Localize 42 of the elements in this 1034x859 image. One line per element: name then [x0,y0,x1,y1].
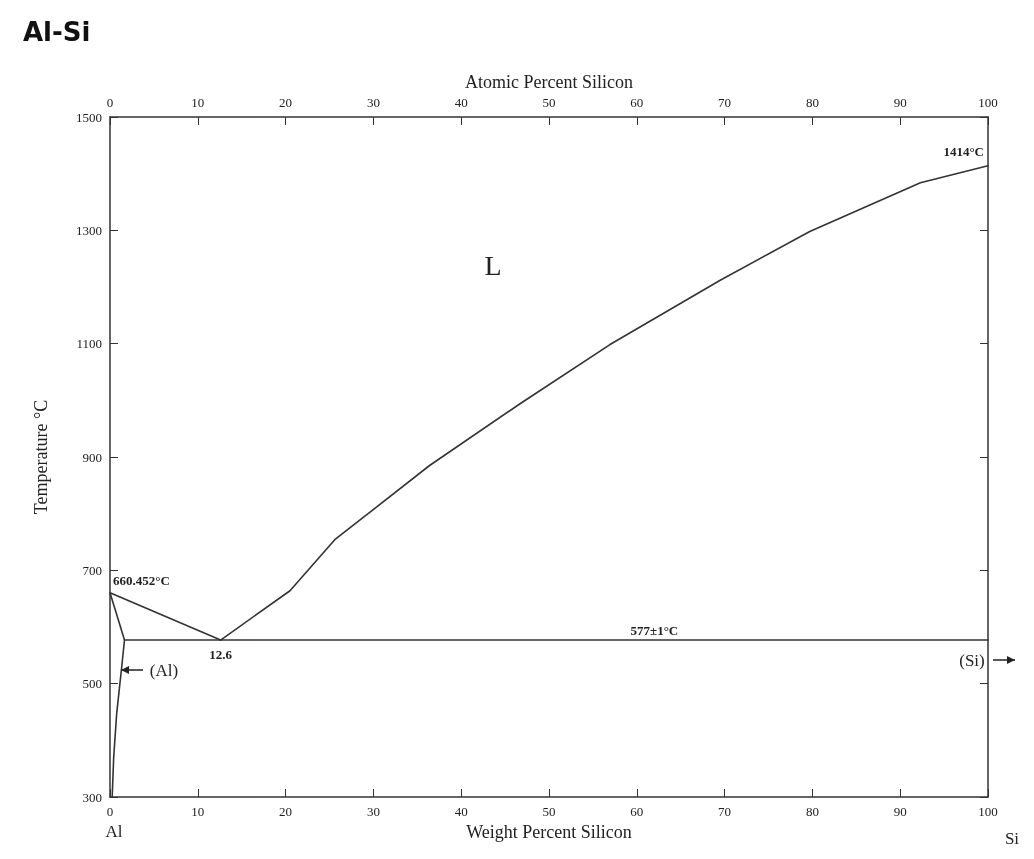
x-tick-label: 100 [978,95,998,110]
x-tick-label: 20 [279,95,293,110]
x2-tick-label: 90 [893,804,907,819]
x-tick-label: 30 [366,95,380,110]
x-axis-title: Weight Percent Silicon [466,821,632,842]
annotation: 1414°C [943,144,984,160]
x2-axis-title: Atomic Percent Silicon [465,72,633,92]
annotation: (Si) [959,650,985,670]
text: Si [1004,828,1020,848]
y-tick-label: 1500 [76,109,102,125]
x2-tick-label: 10 [191,804,205,819]
y-tick-label: 1100 [76,336,102,352]
x-tick-label: 40 [454,95,468,110]
x2-tick-label: 80 [805,804,819,819]
x2-tick-label: 40 [454,804,468,819]
y-axis-title: Temperature °C [31,399,51,515]
x-tick-label: 80 [805,95,819,110]
y-tick-label: 300 [82,789,102,805]
y-tick-label: 700 [82,562,102,578]
x2-tick-label: 30 [366,804,380,819]
annotation: L [484,249,502,281]
annotation: 577±1°C [630,622,679,638]
annotation: (Al) [149,660,179,680]
y-tick-label: 900 [82,449,102,465]
x-tick-label: 0 [106,95,114,110]
annotation: Al [105,821,123,841]
x-tick-label: 90 [893,95,907,110]
x2-tick-label: 70 [718,804,732,819]
y-tick-label: 500 [82,676,102,692]
x-tick-label: 50 [542,95,556,110]
annotation: 12.6 [209,646,233,662]
x-tick-label: 10 [191,95,205,110]
x2-tick-label: 0 [106,804,114,819]
y-tick-label: 1300 [76,222,102,238]
x2-tick-label: 100 [978,804,998,819]
x2-tick-label: 50 [542,804,556,819]
annotation: 660.452°C [113,573,170,589]
x-tick-label: 70 [718,95,732,110]
x2-tick-label: 60 [630,804,644,819]
x-tick-label: 60 [630,95,644,110]
x2-tick-label: 20 [279,804,293,819]
chart-title: Al-Si [23,17,91,47]
